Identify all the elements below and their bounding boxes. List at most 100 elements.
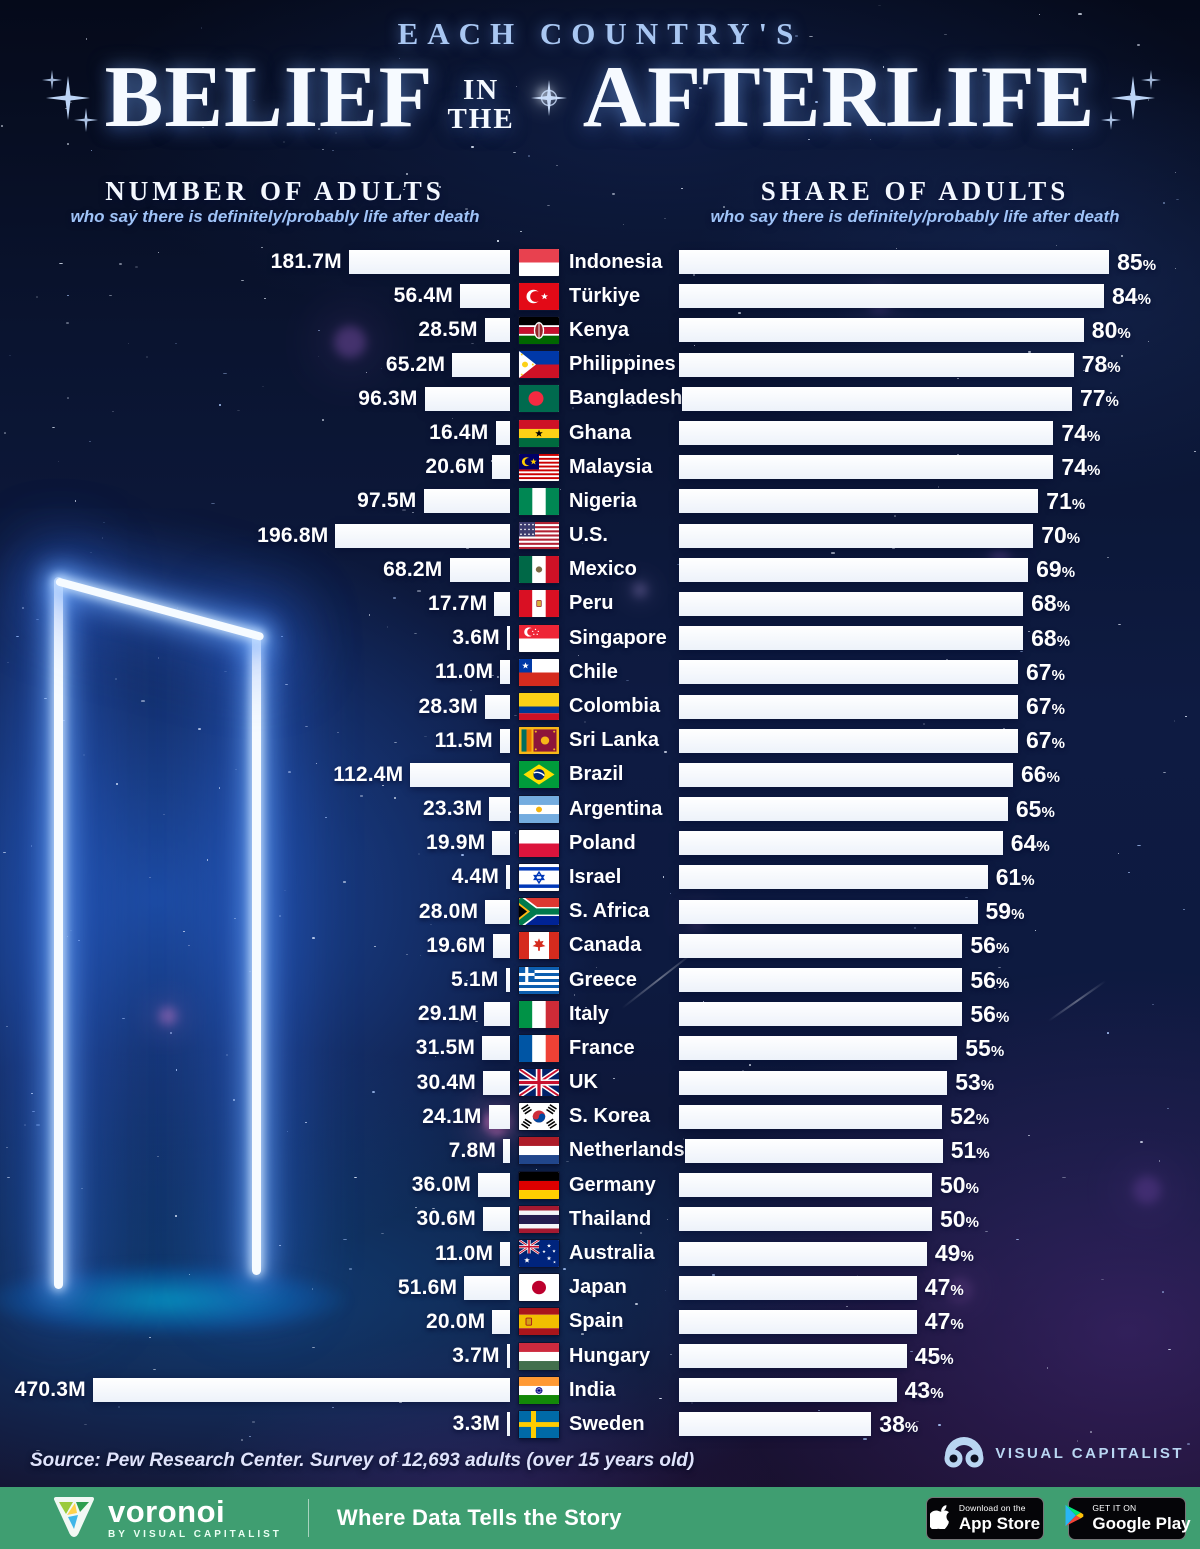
share-bar-cell: 50%	[679, 1172, 1200, 1199]
country-label: Bangladesh	[569, 387, 683, 410]
country-label: Brazil	[569, 763, 624, 786]
flag-greece-icon	[518, 965, 560, 995]
adults-bar-cell: 3.3M	[0, 1412, 510, 1437]
share-bar	[679, 1207, 932, 1232]
adults-value-label: 96.3M	[358, 386, 418, 410]
share-bar-cell: 67%	[679, 693, 1200, 720]
share-bar	[679, 865, 988, 890]
adults-value-label: 11.0M	[434, 660, 494, 684]
title-kicker: EACH COUNTRY'S	[397, 16, 803, 51]
country-row: 4.4M Israel 61%	[0, 860, 1200, 894]
country-label: Colombia	[569, 695, 661, 718]
share-bar	[679, 797, 1008, 822]
share-bar-cell: 64%	[679, 830, 1200, 857]
adults-bar	[499, 728, 510, 753]
share-bar	[679, 1344, 907, 1369]
adults-value-label: 19.9M	[425, 831, 486, 855]
share-bar-cell: 61%	[679, 864, 1200, 891]
country-label: France	[569, 1036, 635, 1059]
adults-value-label: 112.4M	[333, 762, 404, 786]
country-row: 470.3M India 43%	[0, 1373, 1200, 1407]
share-bar-cell: 85%	[679, 249, 1200, 276]
adults-value-label: 24.1M	[422, 1104, 482, 1128]
country-row: 97.5M Nigeria 71%	[0, 484, 1200, 518]
country-row: 3.6M Singapore 68%	[0, 621, 1200, 655]
share-bar	[679, 455, 1054, 480]
share-bar-cell: 71%	[679, 488, 1200, 515]
flag-sweden-icon	[518, 1409, 560, 1439]
adults-bar	[507, 1412, 510, 1437]
app-store-badge[interactable]: Download on the App Store	[926, 1496, 1044, 1540]
doorway-right-post	[252, 635, 261, 1275]
adults-bar-cell: 68.2M	[0, 557, 510, 582]
adults-bar-cell: 16.4M	[0, 421, 510, 446]
adults-bar-cell: 28.3M	[0, 694, 510, 719]
adults-value-label: 36.0M	[411, 1173, 472, 1197]
country-label: Argentina	[569, 797, 663, 820]
share-bar	[679, 1173, 932, 1198]
share-value-label: 53%	[955, 1069, 995, 1096]
adults-bar	[491, 455, 510, 480]
share-value-label: 74%	[1061, 419, 1101, 446]
share-value-label: 67%	[1026, 658, 1065, 685]
adults-bar-cell: 196.8M	[0, 523, 510, 548]
country-row: 65.2M Philippines 78%	[0, 348, 1200, 382]
share-value-label: 68%	[1031, 624, 1071, 651]
adults-bar	[478, 1173, 510, 1198]
share-bar-cell: 78%	[679, 351, 1200, 378]
country-label: S. Africa	[569, 900, 650, 923]
adults-bar-cell: 181.7M	[0, 250, 510, 275]
share-value-label: 38%	[879, 1410, 919, 1437]
adults-value-label: 17.7M	[427, 591, 488, 615]
share-value-label: 49%	[934, 1240, 974, 1267]
flag-philippines-icon	[518, 350, 560, 380]
share-value-label: 55%	[965, 1034, 1005, 1061]
adults-bar	[488, 1104, 510, 1129]
source-note: Source: Pew Research Center. Survey of 1…	[30, 1450, 695, 1471]
share-value-label: 47%	[924, 1308, 964, 1335]
flag-india-icon	[518, 1375, 560, 1405]
sparkle-icon	[529, 78, 569, 118]
share-bar	[679, 762, 1013, 787]
country-label: UK	[569, 1071, 598, 1094]
adults-bar-cell: 29.1M	[0, 1002, 510, 1027]
flag-u-s-icon	[518, 521, 560, 551]
country-label: Sri Lanka	[569, 729, 660, 752]
adults-bar-cell: 11.0M	[0, 1241, 510, 1266]
share-bar-cell: 53%	[679, 1069, 1200, 1096]
flag-peru-icon	[518, 589, 560, 619]
share-bar	[679, 1412, 872, 1437]
adults-value-label: 30.4M	[416, 1070, 476, 1094]
voronoi-logo-icon	[50, 1493, 98, 1544]
google-play-icon	[1063, 1503, 1085, 1533]
title-in-the: IN THE	[447, 76, 514, 134]
flag-indonesia-icon	[518, 247, 560, 277]
country-label: Canada	[569, 934, 642, 957]
flag-chile-icon	[518, 657, 560, 687]
country-label: Türkiye	[569, 284, 641, 307]
app-store-badge-big-text: App Store	[958, 1513, 1041, 1533]
flag-italy-icon	[518, 999, 560, 1029]
country-label: Sweden	[569, 1412, 645, 1435]
google-play-badge[interactable]: GET IT ON Google Play	[1065, 1496, 1191, 1540]
adults-value-label: 56.4M	[393, 284, 453, 308]
share-bar-cell: 69%	[679, 556, 1200, 583]
share-bar	[679, 831, 1003, 856]
country-row: 19.6M Canada 56%	[0, 929, 1200, 963]
share-bar	[679, 1309, 917, 1334]
visual-capitalist-logo-text: VISUAL CAPITALIST	[995, 1445, 1184, 1462]
share-value-label: 64%	[1010, 829, 1050, 856]
country-row: 5.1M Greece 56%	[0, 963, 1200, 997]
share-bar-cell: 51%	[684, 1137, 1200, 1164]
share-bar-cell: 66%	[679, 761, 1200, 788]
share-bar	[679, 1241, 927, 1266]
share-value-label: 47%	[924, 1274, 964, 1301]
share-value-label: 85%	[1117, 248, 1157, 275]
adults-bar-cell: 97.5M	[0, 489, 510, 514]
share-value-label: 78%	[1081, 351, 1121, 378]
country-label: Peru	[569, 592, 614, 615]
voronoi-logo-text: voronoi BY VISUAL CAPITALIST	[108, 1496, 282, 1540]
country-row: 28.0M S. Africa 59%	[0, 895, 1200, 929]
adults-bar	[449, 557, 510, 582]
